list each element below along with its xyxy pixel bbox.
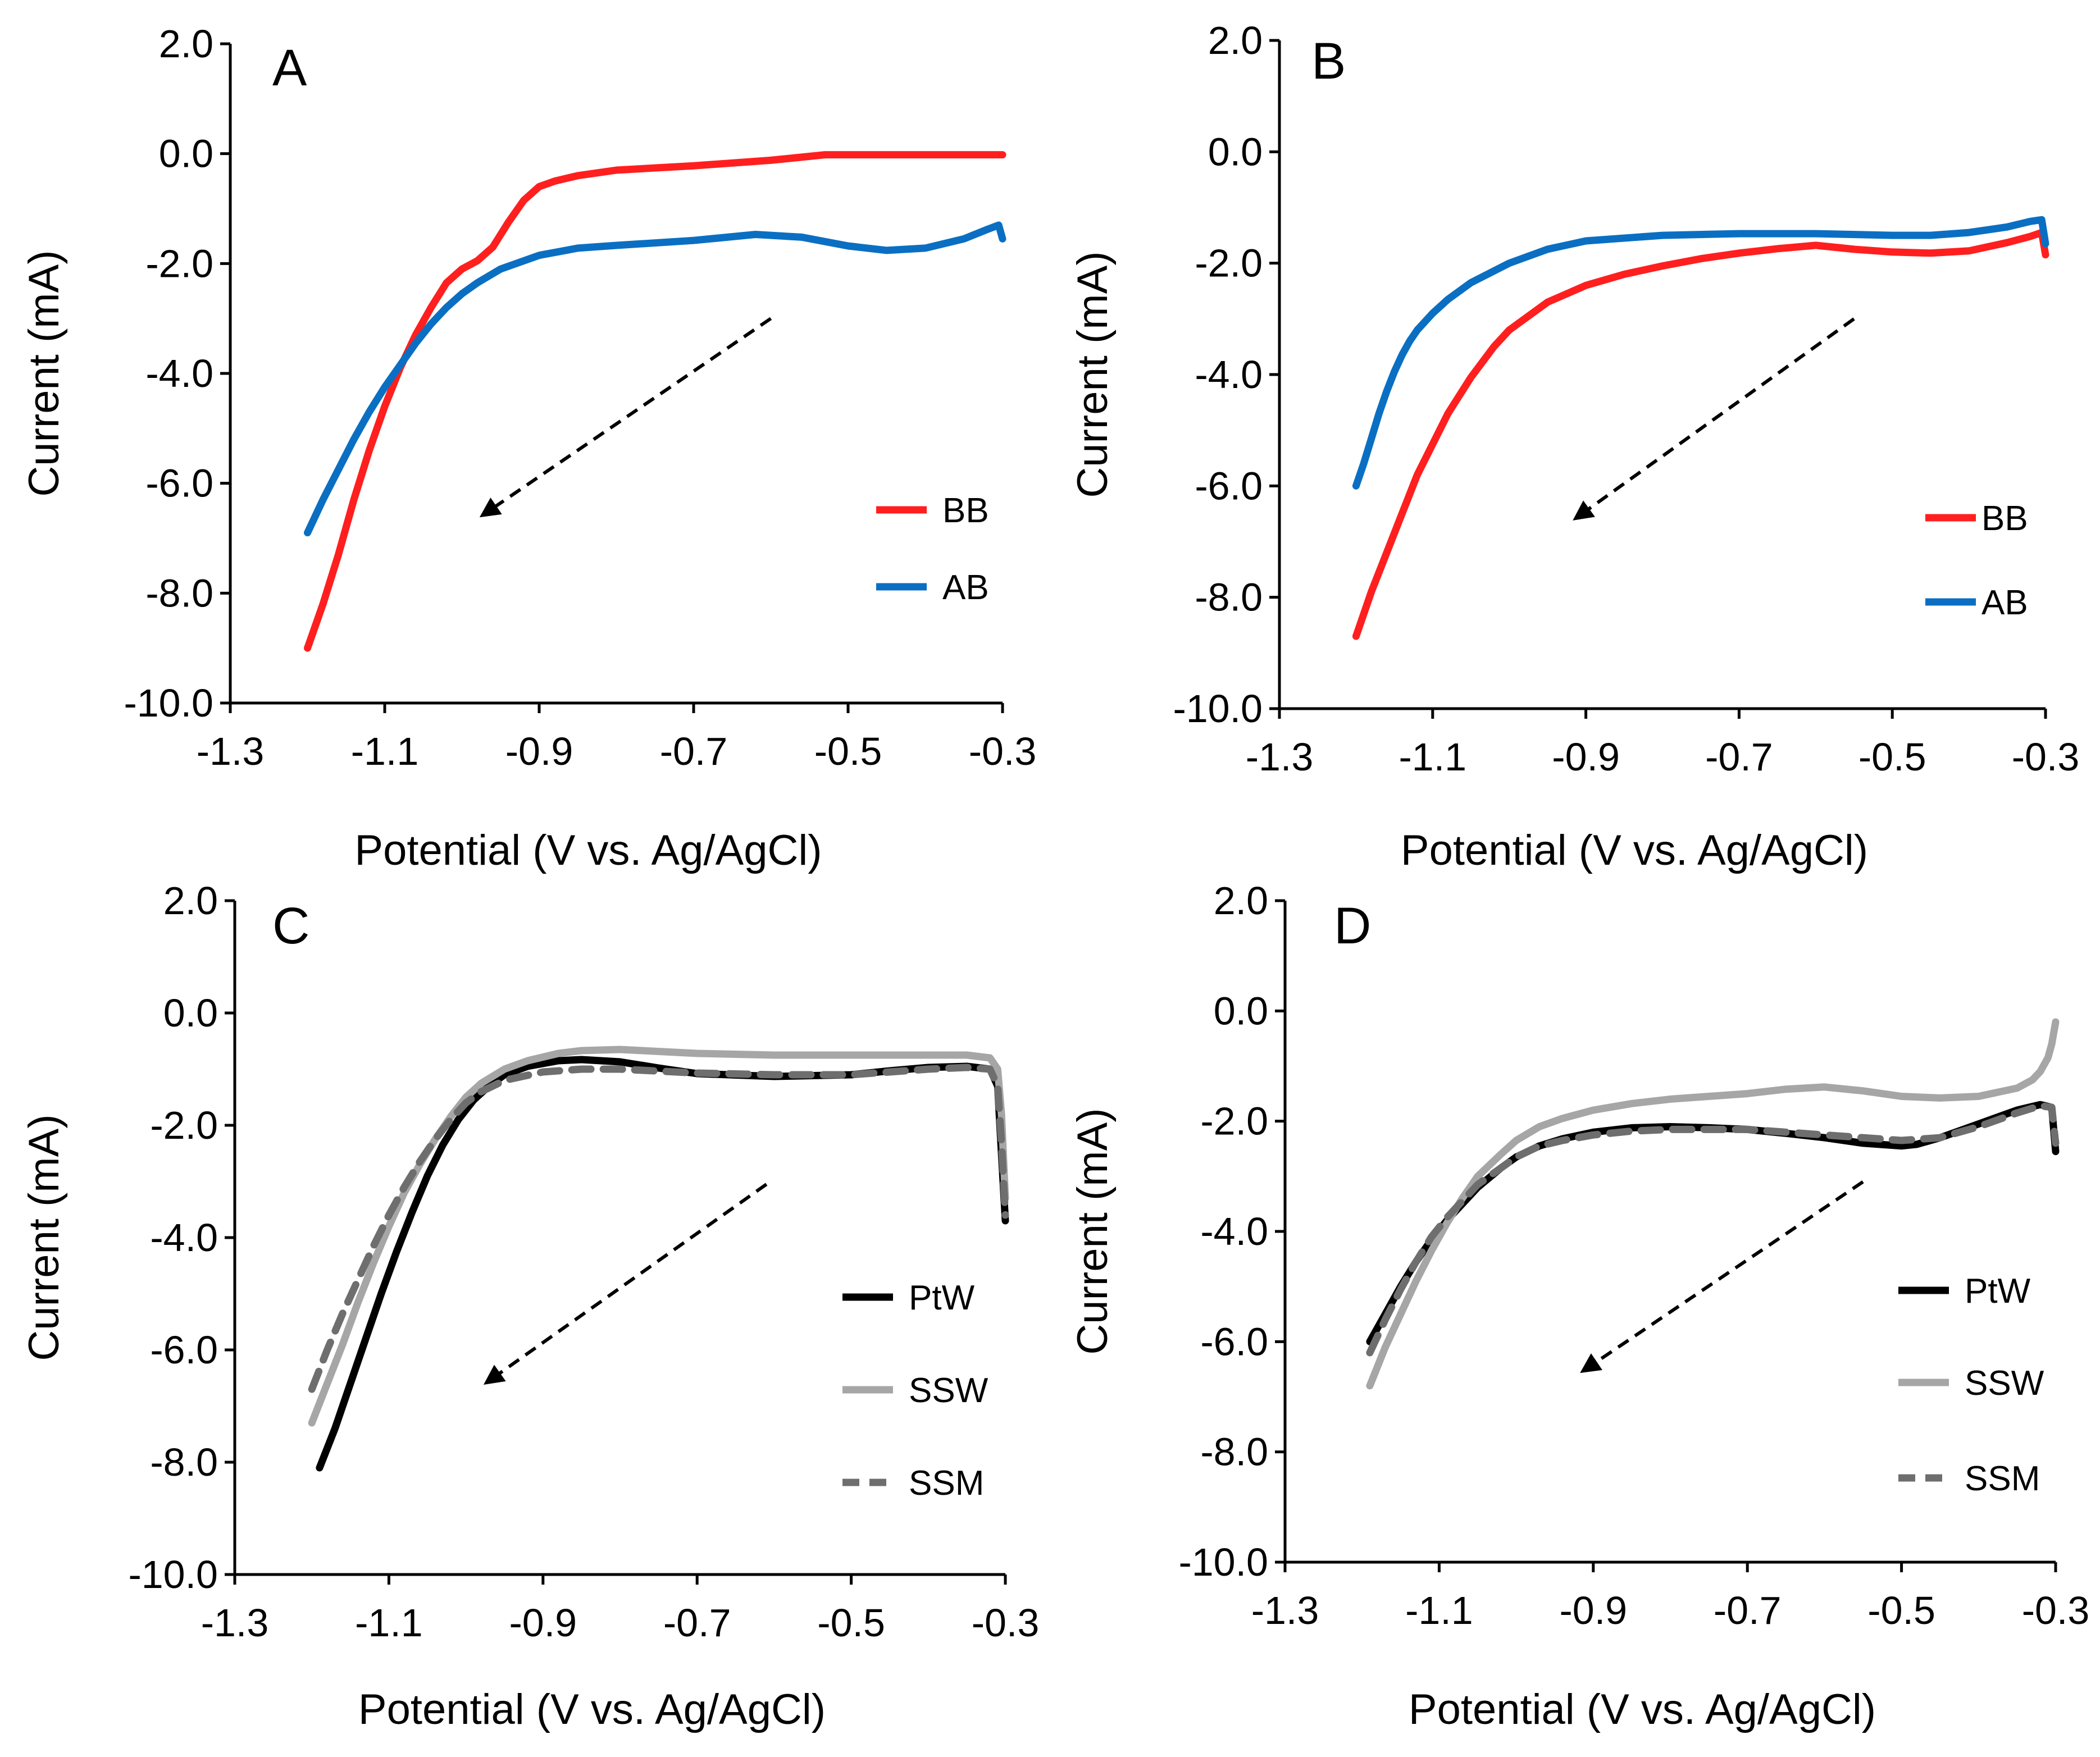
- legend-label-ssw: SSW: [1965, 1364, 2044, 1403]
- series-ptw-line: [1366, 1101, 2060, 1345]
- scan-direction-arrow: [1580, 1180, 1864, 1373]
- y-tick-label: -10.0: [1173, 687, 1263, 731]
- y-tick-label: -4.0: [150, 1216, 218, 1259]
- panel-a: 2.0 0.0 -2.0 -4.0 -6.0 -8.0 -10.0-1.3 -1.1 -0.9 -…: [20, 22, 1036, 874]
- series-ssw-line: [308, 1046, 1009, 1427]
- x-tick-label: -0.5: [817, 1601, 885, 1645]
- legend-label-ab: AB: [1981, 583, 2028, 622]
- x-tick-label: -0.7: [1714, 1589, 1782, 1632]
- x-tick-label: -1.3: [197, 729, 265, 773]
- panel-b: 2.0 0.0 -2.0 -4.0 -6.0 -8.0 -10.0-1.3 -1.1 -0.9 -…: [1069, 19, 2079, 874]
- series-ptw-line: [316, 1056, 1009, 1472]
- x-tick-label: -0.5: [814, 729, 882, 773]
- x-axis-title: Potential (V vs. Ag/AgCl): [1401, 827, 1868, 874]
- y-tick-label: -2.0: [150, 1103, 218, 1147]
- y-tick-label: -10.0: [1178, 1540, 1268, 1584]
- x-tick-label: -0.7: [660, 729, 728, 773]
- x-tick-label: -1.3: [1246, 735, 1314, 779]
- scan-direction-arrow: [1573, 317, 1855, 521]
- scan-direction-arrow: [483, 1183, 768, 1385]
- legend: PtW SSW SSM: [1898, 1272, 2044, 1498]
- series-ssw-line: [1366, 1018, 2060, 1390]
- legend-label-ssm: SSM: [909, 1464, 984, 1503]
- series-ssm-line: [1366, 1102, 2060, 1357]
- y-tick-label: 2.0: [1208, 19, 1263, 62]
- y-tick-label: -6.0: [1195, 464, 1263, 508]
- legend: BB AB: [1925, 499, 2028, 622]
- x-tick-label: -0.9: [505, 729, 573, 773]
- y-axis-title: Current (mA): [20, 250, 68, 496]
- y-tick-label: 0.0: [1214, 989, 1268, 1033]
- x-tick-label: -0.5: [1867, 1589, 1935, 1632]
- y-tick-label: 2.0: [1214, 879, 1268, 923]
- y-tick-label: 0.0: [163, 991, 218, 1035]
- legend: BB AB: [876, 491, 989, 607]
- series-bb-line: [1352, 229, 2049, 640]
- y-tick-label: -10.0: [128, 1553, 218, 1596]
- y-tick-label: -2.0: [1195, 241, 1263, 285]
- series-ab-line: [304, 221, 1006, 537]
- panel-letter: C: [272, 897, 309, 955]
- y-tick-label: -4.0: [1195, 353, 1263, 396]
- panel-letter: B: [1311, 33, 1346, 90]
- x-tick-label: -1.3: [1251, 1589, 1319, 1632]
- x-tick-label: -0.3: [2022, 1589, 2090, 1632]
- x-tick-label: -0.7: [663, 1601, 731, 1645]
- x-tick-label: -0.9: [1552, 735, 1620, 779]
- y-axis-title: Current (mA): [1069, 1108, 1117, 1354]
- legend-label-ssw: SSW: [909, 1371, 988, 1410]
- panel-letter: A: [272, 39, 307, 97]
- y-tick-label: -2.0: [145, 241, 213, 285]
- x-tick-label: -1.1: [1405, 1589, 1473, 1632]
- x-tick-label: -1.1: [351, 729, 419, 773]
- y-axis-title: Current (mA): [1069, 251, 1117, 498]
- panel-d: 2.0 0.0 -2.0 -4.0 -6.0 -8.0 -10.0 -1.3 -1.1 -0.9 -…: [1069, 879, 2089, 1733]
- x-tick-label: -0.9: [509, 1601, 577, 1645]
- x-axis-title: Potential (V vs. Ag/AgCl): [1409, 1686, 1876, 1733]
- x-tick-label: -1.1: [355, 1601, 423, 1645]
- y-tick-label: -10.0: [124, 681, 213, 725]
- y-tick-label: 2.0: [159, 22, 213, 66]
- legend: PtW SSW SSM: [842, 1279, 988, 1503]
- legend-label-bb: BB: [942, 491, 989, 530]
- x-tick-label: -1.1: [1399, 735, 1466, 779]
- legend-label-ptw: PtW: [1965, 1272, 2031, 1311]
- y-tick-label: -6.0: [1200, 1320, 1268, 1363]
- legend-label-ptw: PtW: [909, 1279, 975, 1317]
- y-tick-label: -6.0: [145, 462, 213, 505]
- y-tick-label: -8.0: [145, 571, 213, 615]
- x-axis-title: Potential (V vs. Ag/AgCl): [354, 827, 822, 874]
- y-tick-label: 2.0: [163, 879, 218, 923]
- x-tick-label: -0.7: [1705, 735, 1773, 779]
- series-bb-line: [304, 151, 1006, 652]
- series-ssm-line: [308, 1064, 1009, 1393]
- legend-label-ssm: SSM: [1965, 1459, 2040, 1498]
- series-ab-line: [1352, 216, 2049, 490]
- y-tick-label: -4.0: [145, 352, 213, 395]
- y-tick-label: -4.0: [1200, 1210, 1268, 1253]
- x-tick-label: -0.9: [1559, 1589, 1627, 1632]
- panel-letter: D: [1334, 897, 1371, 955]
- panel-c: 2.0 0.0 -2.0 -4.0 -6.0 -8.0 -10.0 -1.3 -1.1 -0.9 -…: [20, 879, 1039, 1733]
- y-tick-label: -6.0: [150, 1328, 218, 1372]
- legend-label-bb: BB: [1981, 499, 2028, 538]
- y-tick-label: -8.0: [1200, 1430, 1268, 1474]
- y-tick-label: 0.0: [1208, 130, 1263, 174]
- y-tick-label: -8.0: [150, 1440, 218, 1484]
- y-tick-label: -8.0: [1195, 576, 1263, 619]
- x-tick-label: -1.3: [201, 1601, 269, 1645]
- x-tick-label: -0.5: [1858, 735, 1926, 779]
- legend-label-ab: AB: [942, 568, 989, 607]
- y-axis-title: Current (mA): [20, 1114, 68, 1361]
- y-tick-label: 0.0: [159, 132, 213, 176]
- scan-direction-arrow: [479, 317, 772, 518]
- x-tick-label: -0.3: [969, 729, 1037, 773]
- y-tick-label: -2.0: [1200, 1099, 1268, 1143]
- x-tick-label: -0.3: [2012, 735, 2080, 779]
- x-tick-label: -0.3: [972, 1601, 1040, 1645]
- x-axis-title: Potential (V vs. Ag/AgCl): [358, 1686, 826, 1733]
